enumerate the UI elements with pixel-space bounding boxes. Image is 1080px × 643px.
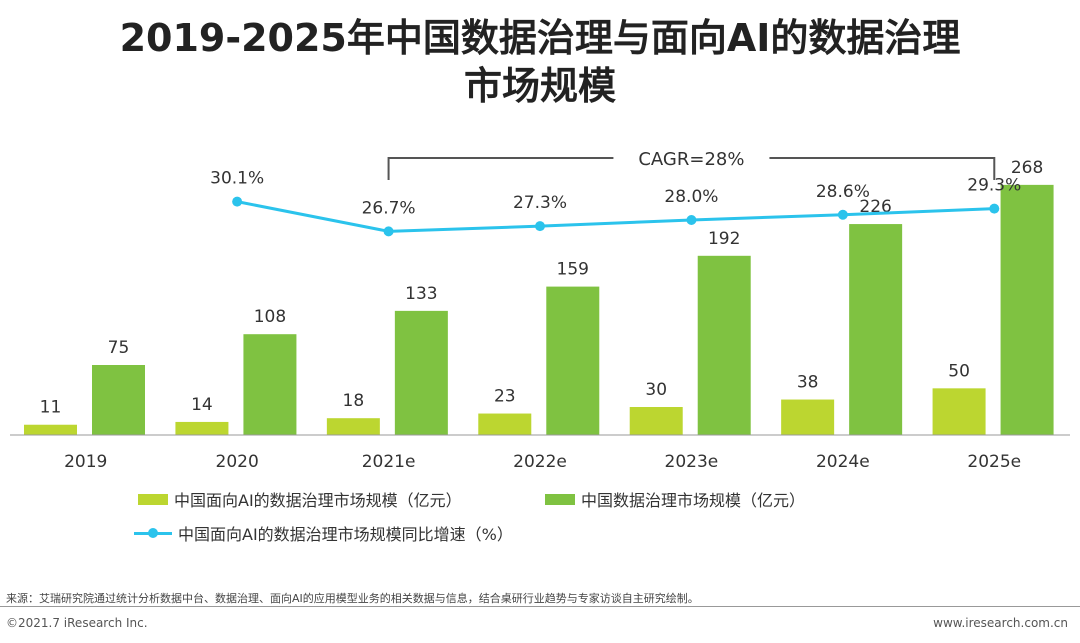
chart-title: 2019-2025年中国数据治理与面向AI的数据治理 市场规模 bbox=[0, 14, 1080, 110]
growth-point-2021e bbox=[383, 226, 394, 237]
bar-label-total-2020: 108 bbox=[254, 307, 286, 327]
bar-ai-2021e bbox=[326, 418, 380, 435]
cagr-label: CAGR=28% bbox=[638, 149, 744, 170]
growth-label-2020: 30.1% bbox=[210, 169, 264, 189]
bar-total-2024e bbox=[849, 224, 903, 435]
website-link[interactable]: www.iresearch.com.cn bbox=[933, 616, 1068, 630]
growth-label-2023e: 28.0% bbox=[664, 187, 718, 207]
x-tick-label-2024e: 2024e bbox=[816, 452, 870, 472]
legend-swatch-line bbox=[134, 528, 172, 538]
chart-title-line-1: 2019-2025年中国数据治理与面向AI的数据治理 bbox=[119, 16, 961, 60]
cagr-bracket-right bbox=[769, 157, 996, 180]
legend-label-ai-bar: 中国面向AI的数据治理市场规模（亿元） bbox=[174, 491, 462, 510]
growth-point-2020 bbox=[232, 196, 243, 207]
legend-label-growth-line: 中国面向AI的数据治理市场规模同比增速（%） bbox=[178, 525, 513, 544]
bar-label-ai-2024e: 38 bbox=[797, 373, 819, 393]
bar-ai-2025e bbox=[932, 388, 986, 435]
growth-label-2024e: 28.6% bbox=[816, 182, 870, 202]
bar-total-2020 bbox=[243, 334, 297, 435]
bar-total-2023e bbox=[697, 255, 751, 435]
bar-total-2022e bbox=[546, 286, 600, 435]
growth-point-2025e bbox=[989, 203, 1000, 214]
footer-divider bbox=[0, 606, 1080, 607]
bar-label-total-2021e: 133 bbox=[405, 284, 437, 304]
legend-swatch-green bbox=[545, 493, 575, 505]
bar-total-2021e bbox=[394, 310, 448, 435]
cagr-bracket-left bbox=[387, 157, 614, 180]
bar-ai-2019 bbox=[24, 424, 77, 435]
chart-title-line-2: 市场规模 bbox=[463, 64, 616, 108]
source-note: 来源：艾瑞研究院通过统计分析数据中台、数据治理、面向AI的应用模型业务的相关数据… bbox=[6, 592, 699, 605]
bar-label-ai-2023e: 30 bbox=[645, 380, 667, 400]
bar-label-ai-2021e: 18 bbox=[343, 391, 365, 411]
x-tick-label-2020: 2020 bbox=[216, 452, 259, 472]
growth-label-2025e: 29.3% bbox=[967, 176, 1021, 196]
x-tick-label-2019: 2019 bbox=[64, 452, 107, 472]
growth-label-2021e: 26.7% bbox=[362, 198, 416, 218]
copyright: ©2021.7 iResearch Inc. bbox=[6, 616, 148, 630]
growth-point-2023e bbox=[686, 215, 697, 225]
growth-point-2022e bbox=[535, 221, 545, 232]
bar-total-2025e bbox=[1000, 184, 1054, 435]
bar-label-ai-2020: 14 bbox=[191, 395, 213, 415]
bar-ai-2022e bbox=[478, 413, 532, 435]
bar-ai-2023e bbox=[629, 407, 683, 435]
growth-point-2024e bbox=[837, 209, 848, 220]
x-tick-label-2025e: 2025e bbox=[967, 452, 1021, 472]
bar-label-ai-2022e: 23 bbox=[494, 387, 516, 407]
x-tick-label-2022e: 2022e bbox=[513, 452, 567, 472]
x-tick-label-2021e: 2021e bbox=[362, 452, 416, 472]
growth-label-2022e: 27.3% bbox=[513, 193, 567, 213]
bar-label-total-2023e: 192 bbox=[708, 229, 740, 249]
legend-item-ai-bar: 中国面向AI的数据治理市场规模（亿元） bbox=[138, 487, 462, 511]
bar-label-total-2019: 75 bbox=[108, 338, 130, 358]
x-tick-label-2023e: 2023e bbox=[665, 452, 719, 472]
bar-label-total-2022e: 159 bbox=[557, 260, 589, 280]
bar-label-ai-2019: 11 bbox=[40, 398, 62, 418]
legend-label-total-bar: 中国数据治理市场规模（亿元） bbox=[581, 491, 806, 510]
legend-item-total-bar: 中国数据治理市场规模（亿元） bbox=[545, 487, 805, 511]
bar-label-total-2025e: 268 bbox=[1011, 158, 1043, 178]
bar-label-ai-2025e: 50 bbox=[948, 361, 970, 381]
legend-item-growth-line: 中国面向AI的数据治理市场规模同比增速（%） bbox=[134, 521, 513, 545]
bar-ai-2020 bbox=[175, 421, 229, 435]
legend-swatch-light-green bbox=[138, 493, 168, 505]
growth-line bbox=[236, 200, 995, 233]
bar-total-2019 bbox=[92, 365, 145, 435]
bar-ai-2024e bbox=[781, 399, 835, 435]
